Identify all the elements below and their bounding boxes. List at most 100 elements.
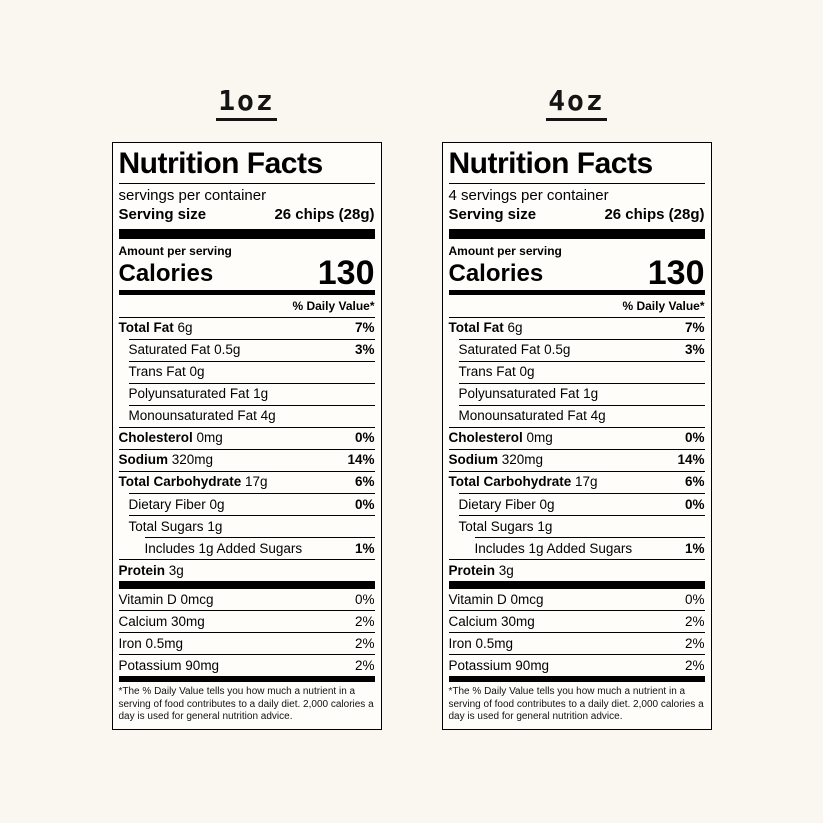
- vitamin-text: Calcium 30mg: [119, 614, 205, 630]
- serving-size-label: Serving size: [118, 206, 207, 223]
- serving-size-label: Serving size: [448, 206, 537, 223]
- daily-value-header: % Daily Value*: [622, 299, 705, 314]
- nutrient-name: Dietary Fiber: [458, 496, 536, 512]
- nutrient-text: Includes 1g Added Sugars: [475, 541, 633, 557]
- nutrient-amount: 320mg: [501, 452, 544, 468]
- vitamin-name: Iron: [448, 635, 472, 651]
- daily-value-footnote: *The % Daily Value tells you how much a …: [448, 686, 704, 722]
- nutrient-dv: 0%: [684, 496, 705, 512]
- vitamin-row-iron: Iron 0.5mg 2%: [118, 632, 375, 654]
- amount-per-serving: Amount per serving: [118, 243, 232, 258]
- nutrient-row-monounsaturated-fat: Monounsaturated Fat 4g: [458, 404, 705, 427]
- nutrient-text: Total Fat 6g: [119, 320, 193, 336]
- nutrient-name: Saturated Fat: [458, 342, 541, 358]
- vitamin-dv: 2%: [354, 657, 375, 673]
- vitamin-dv: 2%: [354, 635, 375, 651]
- nutrient-amount: 1g: [537, 518, 553, 534]
- calories-divider-bar: [118, 290, 375, 296]
- nutrient-dv: 0%: [354, 430, 375, 446]
- nutrient-dv: 14%: [677, 452, 705, 468]
- nutrient-name: Cholesterol: [448, 430, 523, 446]
- vitamin-text: Calcium 30mg: [449, 614, 535, 630]
- servings-per-container: servings per container: [118, 186, 267, 204]
- nutrient-text: Total Fat 6g: [449, 320, 523, 336]
- nutrient-amount: 320mg: [171, 452, 214, 468]
- footnote-divider-bar: [448, 676, 705, 683]
- nutrient-name: Monounsaturated Fat: [128, 408, 257, 424]
- nutrient-name: Dietary Fiber: [128, 496, 206, 512]
- nutrient-row-trans-fat: Trans Fat 0g: [458, 360, 705, 383]
- nutrient-text: Monounsaturated Fat 4g: [459, 408, 606, 424]
- vitamin-amount: 0.5mg: [145, 635, 184, 651]
- nutrient-amount: 1g: [583, 386, 599, 402]
- nutrient-row-added-sugars: Includes 1g Added Sugars 1%: [474, 537, 705, 559]
- nutrient-dv: 6%: [684, 474, 705, 490]
- vitamin-dv: 2%: [354, 613, 375, 629]
- daily-value-footnote: *The % Daily Value tells you how much a …: [118, 686, 374, 722]
- nutrient-amount: 0g: [189, 364, 205, 380]
- vitamin-name: Calcium: [448, 613, 498, 629]
- nutrient-name: Total Fat: [448, 320, 504, 336]
- nutrient-name: Polyunsaturated Fat: [128, 386, 250, 402]
- nutrient-name: Monounsaturated Fat: [458, 408, 587, 424]
- size-heading-1oz: 1oz: [216, 84, 277, 121]
- vitamin-name: Potassium: [118, 657, 182, 673]
- nutrition-facts-title: Nutrition Facts: [448, 148, 705, 184]
- nutrient-row-total-fat: Total Fat 6g 7%: [118, 316, 375, 339]
- nutrient-dv: 1%: [684, 540, 705, 556]
- vitamin-row-vitamin-d: Vitamin D 0mcg 0%: [119, 589, 375, 610]
- vitamin-amount: 90mg: [185, 657, 220, 673]
- vitamin-row-iron: Iron 0.5mg 2%: [448, 632, 705, 654]
- vitamin-name: Vitamin D: [448, 591, 507, 607]
- nutrient-text: Trans Fat 0g: [459, 364, 535, 380]
- nutrient-row-total-sugars: Total Sugars 1g: [128, 515, 375, 537]
- protein-divider-bar: [448, 581, 705, 590]
- calories-value: 130: [317, 253, 375, 292]
- nutrient-dv: 0%: [684, 430, 705, 446]
- daily-value-header: % Daily Value*: [292, 299, 375, 314]
- nutrient-name: Trans Fat: [128, 364, 186, 380]
- nutrient-name: Includes 1g Added Sugars: [474, 540, 633, 556]
- nutrient-name: Sodium: [448, 452, 499, 468]
- nutrient-row-monounsaturated-fat: Monounsaturated Fat 4g: [128, 404, 375, 427]
- nutrient-dv: 7%: [684, 320, 705, 336]
- serving-size-row: Serving size 26 chips (28g): [119, 205, 375, 229]
- nutrient-amount: 1g: [207, 518, 223, 534]
- thick-divider-bar: [118, 228, 375, 239]
- nutrient-text: Total Sugars 1g: [459, 519, 553, 535]
- vitamin-amount: 90mg: [515, 657, 550, 673]
- nutrient-text: Saturated Fat 0.5g: [459, 342, 571, 358]
- calories-divider-bar: [448, 290, 705, 296]
- nutrient-row-total-fat: Total Fat 6g 7%: [448, 316, 705, 339]
- nutrient-dv: 3%: [684, 342, 705, 358]
- nutrient-text: Polyunsaturated Fat 1g: [129, 386, 269, 402]
- footnote-divider-bar: [118, 676, 375, 683]
- vitamin-dv: 2%: [684, 657, 705, 673]
- servings-per-container: 4 servings per container: [448, 186, 609, 204]
- nutrient-text: Dietary Fiber 0g: [129, 497, 225, 513]
- nutrient-amount: 0g: [539, 496, 555, 512]
- nutrient-row-protein: Protein 3g: [118, 559, 375, 581]
- nutrient-amount: 4g: [260, 408, 276, 424]
- nutrient-name: Saturated Fat: [128, 342, 211, 358]
- calories-label: Calories: [448, 260, 544, 288]
- vitamin-text: Vitamin D 0mcg: [449, 592, 544, 608]
- vitamin-name: Vitamin D: [118, 591, 177, 607]
- nutrient-text: Total Carbohydrate 17g: [119, 474, 268, 490]
- vitamin-amount: 0mcg: [510, 591, 544, 607]
- nutrient-amount: 6g: [507, 320, 523, 336]
- nutrient-dv: 0%: [354, 496, 375, 512]
- vitamin-text: Iron 0.5mg: [119, 636, 184, 652]
- calories-row: Calories 130: [448, 256, 705, 291]
- nutrient-row-polyunsaturated-fat: Polyunsaturated Fat 1g: [458, 382, 705, 405]
- vitamins-section: Vitamin D 0mcg 0% Calcium 30mg 2% Iron 0…: [118, 589, 375, 676]
- nutrient-row-dietary-fiber: Dietary Fiber 0g 0%: [458, 493, 705, 515]
- nutrient-name: Sodium: [118, 452, 169, 468]
- nutrient-row-sodium: Sodium 320mg 14%: [448, 448, 705, 471]
- nutrient-name: Polyunsaturated Fat: [458, 386, 580, 402]
- nutrient-name: Trans Fat: [458, 364, 516, 380]
- nutrient-amount: 0.5g: [544, 342, 571, 358]
- vitamin-text: Potassium 90mg: [119, 658, 220, 674]
- nutrient-name: Protein: [448, 562, 496, 578]
- nutrient-amount: 3g: [168, 562, 184, 578]
